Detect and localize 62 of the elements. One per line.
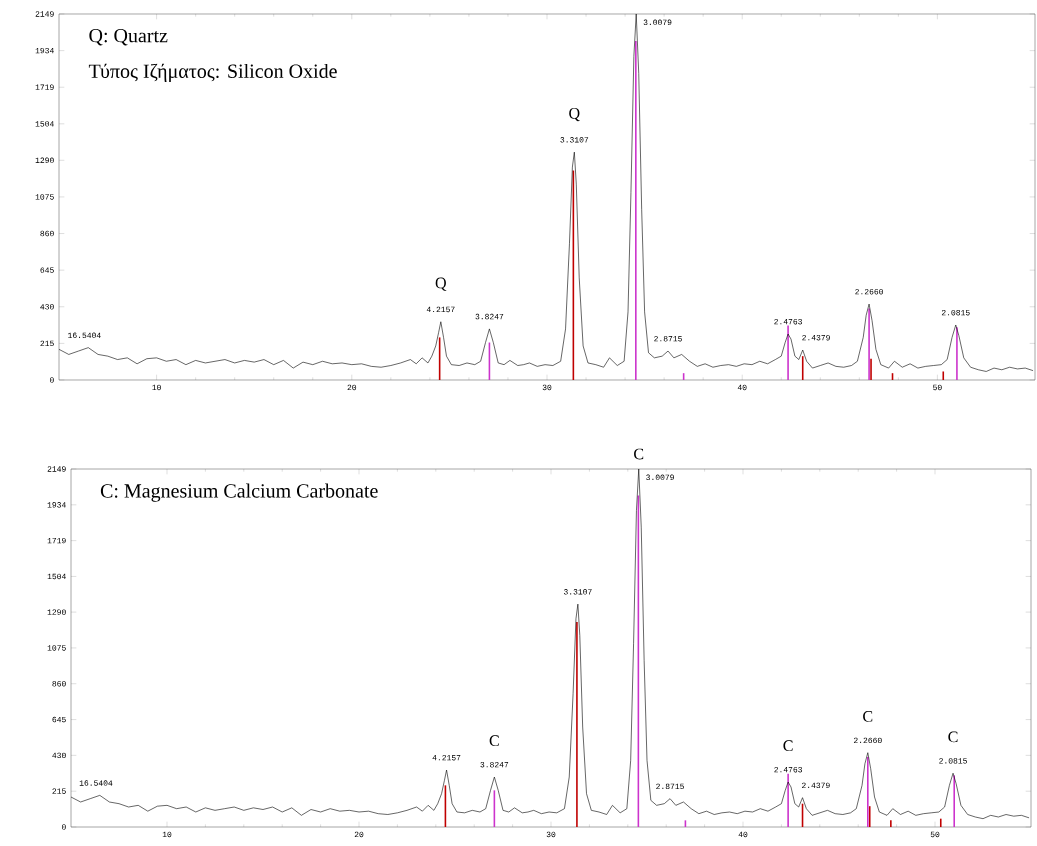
x-tick-label: 30 xyxy=(546,831,556,838)
y-tick-label: 645 xyxy=(40,267,54,273)
annotation: 3.0079 xyxy=(646,474,674,481)
x-tick-label: 20 xyxy=(354,831,364,838)
annotation: C xyxy=(863,711,873,722)
annotation: C: Magnesium Calcium Carbonate xyxy=(100,483,378,502)
annotation: 2.4379 xyxy=(802,334,830,341)
annotation: C xyxy=(489,735,499,747)
annotation: 3.8247 xyxy=(480,761,509,768)
annotation: 2.8715 xyxy=(656,783,684,790)
annotation: Q: Quartz xyxy=(89,28,168,46)
y-tick-label: 645 xyxy=(52,716,66,723)
y-tick-label: 215 xyxy=(52,788,66,794)
annotation: 3.8247 xyxy=(475,313,504,320)
annotation: Τύπος Ιζήματος: Silicon Oxide xyxy=(88,63,337,83)
y-tick-label: 2149 xyxy=(35,11,54,17)
y-tick-label: 1290 xyxy=(35,157,54,164)
y-tick-label: 1934 xyxy=(47,502,66,508)
annotation: 2.2660 xyxy=(853,737,882,744)
x-tick-label: 40 xyxy=(738,831,748,838)
annotation: 2.4763 xyxy=(774,766,803,773)
annotation: 2.8715 xyxy=(654,336,682,342)
annotation: 3.0079 xyxy=(643,19,672,26)
annotation: C xyxy=(634,448,644,460)
annotation: 16.5404 xyxy=(68,332,101,339)
y-tick-label: 215 xyxy=(40,340,54,347)
y-tick-label: 1504 xyxy=(47,573,66,580)
annotation: C xyxy=(948,731,958,743)
annotation: 4.2157 xyxy=(426,306,455,313)
y-tick-label: 430 xyxy=(40,304,54,310)
y-tick-label: 0 xyxy=(61,824,66,830)
annotation: Q xyxy=(569,107,580,122)
y-tick-label: 1934 xyxy=(35,47,54,54)
x-tick-label: 10 xyxy=(162,831,172,838)
y-tick-label: 1075 xyxy=(35,194,54,200)
y-tick-label: 860 xyxy=(40,230,54,237)
annotation: 3.3107 xyxy=(563,589,592,595)
x-tick-label: 30 xyxy=(542,384,552,391)
x-tick-label: 50 xyxy=(930,831,940,838)
y-tick-label: 1719 xyxy=(47,537,66,544)
annotation: 4.2157 xyxy=(432,754,461,761)
x-tick-label: 10 xyxy=(152,384,161,391)
y-tick-label: 430 xyxy=(52,752,66,759)
y-tick-label: 0 xyxy=(49,377,54,383)
annotation: 2.2660 xyxy=(855,289,883,295)
annotation: 2.4763 xyxy=(774,318,802,325)
y-tick-label: 1075 xyxy=(47,645,66,651)
annotation: 3.3107 xyxy=(560,137,589,143)
y-tick-label: 1504 xyxy=(35,121,54,127)
y-tick-label: 1290 xyxy=(47,609,66,615)
y-tick-label: 860 xyxy=(52,681,66,687)
x-tick-label: 20 xyxy=(347,384,357,391)
annotation: 2.0815 xyxy=(939,758,967,764)
annotation: 2.4379 xyxy=(802,782,830,789)
y-tick-label: 2149 xyxy=(47,466,66,472)
x-tick-label: 40 xyxy=(737,384,747,391)
x-tick-label: 50 xyxy=(933,384,942,391)
y-tick-label: 1719 xyxy=(35,84,54,90)
annotation: Q xyxy=(435,277,447,291)
annotation: C xyxy=(783,740,793,752)
annotation: 2.0815 xyxy=(941,309,970,316)
annotation: 16.5404 xyxy=(79,780,113,786)
